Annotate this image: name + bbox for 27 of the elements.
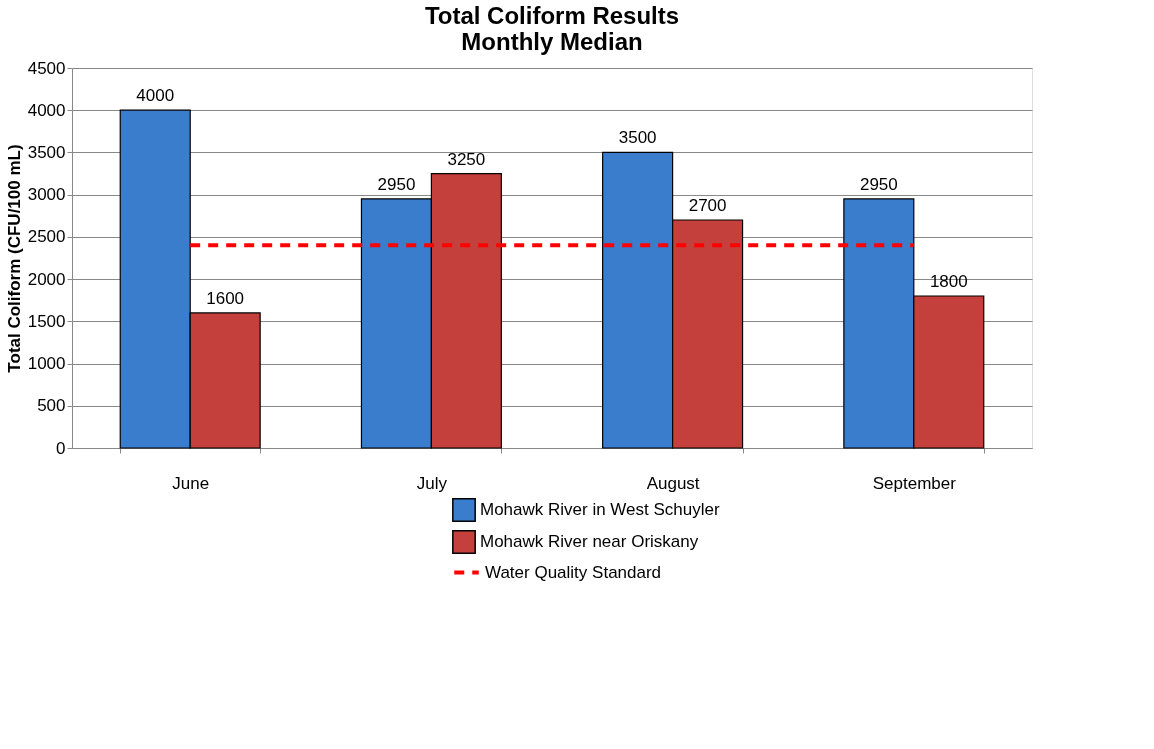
y-tick-label: 4500 — [27, 58, 66, 78]
data-label: 4000 — [136, 86, 175, 106]
chart-title: Total Coliform Results Monthly Median — [424, 2, 680, 55]
y-tick-label: 1500 — [27, 311, 66, 331]
y-tick-label: 1000 — [27, 354, 66, 374]
data-label: 3250 — [447, 149, 486, 169]
y-tick-label: 3000 — [27, 185, 66, 205]
data-label: 2950 — [859, 174, 898, 194]
y-tick-label: 0 — [56, 438, 66, 458]
legend-label: Water Quality Standard — [485, 562, 662, 582]
y-axis-title: Total Coliform (CFU/100 mL) — [4, 144, 24, 373]
data-label: 1800 — [929, 272, 968, 291]
x-tick-label: September — [872, 473, 957, 493]
y-tick-label: 4000 — [27, 100, 66, 120]
data-label: 2700 — [688, 196, 727, 215]
legend-label: Mohawk River in West Schuyler — [480, 500, 720, 519]
data-label: 3500 — [618, 128, 657, 148]
y-tick-label: 2000 — [27, 269, 66, 289]
y-tick-label: 2500 — [27, 227, 66, 247]
y-tick-label: 500 — [37, 396, 66, 416]
x-tick-label: June — [172, 473, 210, 493]
data-label: 2950 — [377, 174, 416, 194]
x-tick-label: July — [416, 473, 448, 493]
x-tick-label: August — [646, 473, 700, 493]
legend-label: Mohawk River near Oriskany — [480, 532, 699, 551]
y-tick-label: 3500 — [27, 142, 66, 162]
data-label: 1600 — [206, 288, 245, 308]
